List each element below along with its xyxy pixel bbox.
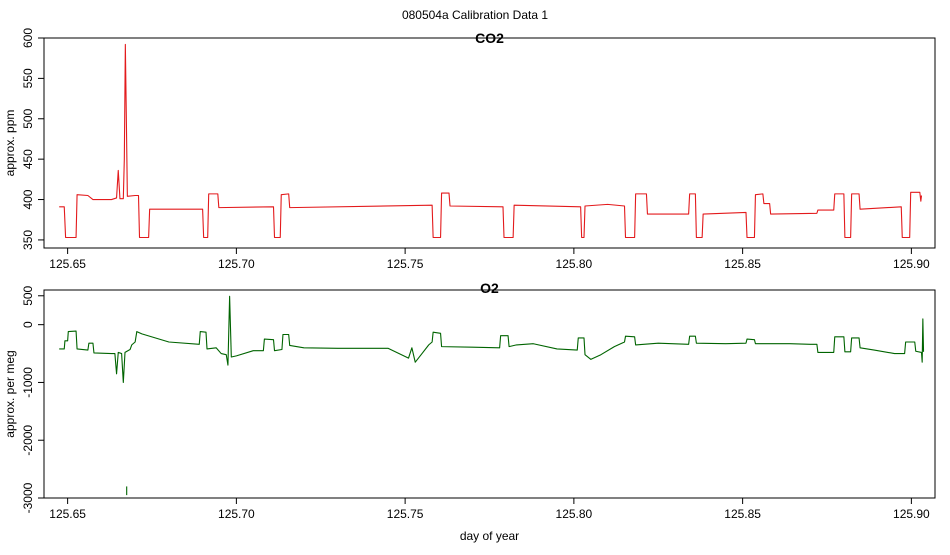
figure-title: 080504a Calibration Data 1: [402, 8, 548, 22]
o2-y-tick-label: -3000: [21, 482, 35, 513]
o2-plot-frame: [43, 289, 936, 499]
co2-y-tick-label: 600: [21, 28, 35, 48]
co2-plot-frame: [43, 37, 936, 249]
co2-panel-title: CO2: [475, 30, 504, 46]
o2-y-tick-label: -2000: [21, 425, 35, 456]
co2-y-tick-label: 400: [21, 189, 35, 209]
co2-x-tick-label: 125.90: [893, 257, 930, 271]
o2-x-tick-label: 125.80: [556, 507, 593, 521]
co2-series-line-0: [59, 43, 923, 239]
o2-panel-title: O2: [480, 280, 499, 296]
o2-x-tick-label: 125.75: [387, 507, 424, 521]
o2-y-axis-label: approx. per meg: [3, 350, 17, 437]
co2-y-tick-label: 500: [21, 108, 35, 128]
co2-x-tick-label: 125.80: [556, 257, 593, 271]
co2-x-tick-label: 125.85: [724, 257, 761, 271]
co2-y-tick-label: 550: [21, 68, 35, 88]
o2-x-axis-label: day of year: [460, 529, 519, 543]
co2-y-tick-label: 450: [21, 149, 35, 169]
co2-x-tick-label: 125.70: [218, 257, 255, 271]
co2-panel: CO2 125.65 125.70 125.75 125.80 125.85 125.90 3…: [3, 28, 936, 271]
o2-x-tick-label: 125.90: [893, 507, 930, 521]
o2-y-tick-label: 0: [21, 321, 35, 328]
co2-x-tick-label: 125.65: [49, 257, 86, 271]
o2-panel: O2 125.65 125.70 125.75 125.80 125.85 125.90 -3…: [3, 280, 936, 543]
co2-y-tick-label: 350: [21, 230, 35, 250]
co2-y-axis-label: approx. ppm: [3, 110, 17, 177]
o2-series-line-0: [59, 295, 925, 383]
o2-x-tick-label: 125.65: [49, 507, 86, 521]
o2-y-tick-label: -1000: [21, 367, 35, 398]
o2-x-tick-label: 125.85: [724, 507, 761, 521]
co2-x-tick-label: 125.75: [387, 257, 424, 271]
o2-x-tick-label: 125.70: [218, 507, 255, 521]
o2-y-tick-label: 500: [21, 285, 35, 305]
